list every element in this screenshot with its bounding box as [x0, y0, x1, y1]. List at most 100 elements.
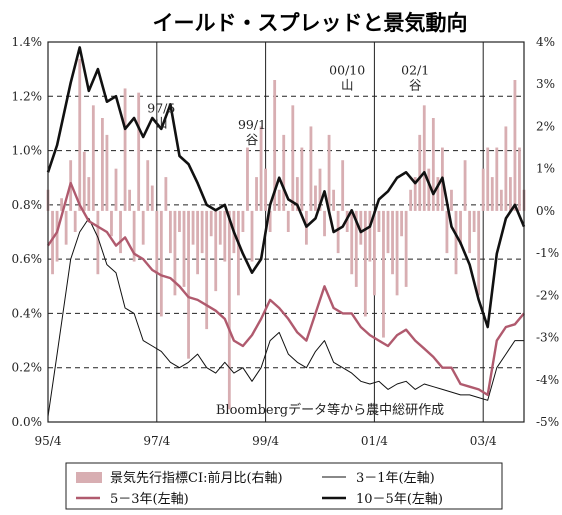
spread-lines [46, 46, 526, 417]
ci-bar [332, 189, 336, 211]
ci-bar [51, 210, 54, 275]
ci-bar [187, 210, 190, 359]
chart-title: イールド・スプレッドと景気動向 [153, 11, 468, 35]
ci-bar [168, 210, 172, 254]
ci-bar [87, 177, 91, 211]
annotation-phase: 谷 [246, 132, 259, 147]
y-right-tick-label: -3% [536, 331, 559, 345]
ci-bar [286, 210, 290, 232]
ci-bar [259, 126, 263, 211]
ci-bar [159, 210, 163, 317]
y-left-tick-label: 1.2% [12, 89, 43, 103]
ci-bar [146, 160, 150, 211]
legend-label: 景気先行指標CI:前月比(右軸) [110, 470, 283, 486]
ci-bar [227, 210, 231, 410]
ci-bar [114, 168, 118, 211]
y-right-tick-label: 2% [536, 119, 555, 133]
ci-bar [218, 210, 222, 245]
legend-label: 3－1年(左軸) [356, 471, 435, 486]
ci-bar [354, 210, 358, 287]
ci-bar [499, 189, 503, 211]
legend-swatch-bar [76, 472, 102, 483]
axes: 95/4 97/4 99/4 01/4 03/4 0.0% 0.2% 0.4% 0.6% 0.8%… [12, 35, 560, 448]
ci-bar [264, 168, 268, 211]
ci-bar [459, 210, 462, 245]
ci-bar [273, 80, 277, 211]
ci-bar [372, 210, 376, 296]
y-right-tick-label: -5% [536, 415, 559, 429]
ci-bar [164, 177, 168, 211]
ci-bar [345, 210, 349, 232]
ci-bar [178, 210, 181, 232]
ci-bar [382, 210, 385, 338]
annotation-phase: 谷 [409, 78, 422, 93]
ci-bar [105, 134, 109, 211]
ci-bar [377, 210, 381, 232]
legend-label: 5－3年(左軸) [110, 492, 189, 507]
ci-bar [463, 160, 467, 211]
ci-bars [46, 58, 526, 410]
ci-bar [318, 168, 322, 211]
ci-bar [123, 88, 127, 211]
ci-bar [513, 80, 517, 211]
ci-bar [200, 210, 204, 254]
annotation-date: 00/10 [329, 63, 365, 78]
ci-bar [132, 210, 136, 262]
y-right-tick-label: 0% [536, 204, 555, 218]
ci-bar [191, 210, 195, 245]
plot-frame [47, 41, 525, 423]
y-left-tick-label: 0.8% [12, 198, 43, 212]
y-left-tick-label: 0.2% [12, 361, 43, 375]
ci-bar [268, 210, 272, 232]
ci-bar [55, 210, 59, 262]
ci-bar [495, 147, 499, 211]
ci-bar [64, 210, 68, 245]
annotation-date: 02/1 [401, 63, 429, 78]
series-line [47, 217, 524, 417]
ci-bar [150, 185, 154, 211]
y-right-tick-label: -1% [536, 246, 559, 260]
ci-bar [78, 58, 82, 211]
x-tick-label: 97/4 [143, 434, 170, 448]
legend-label: 10－5年(左軸) [356, 492, 443, 507]
ci-bar [431, 118, 435, 211]
ci-bar [295, 177, 299, 211]
y-right-tick-label: 1% [536, 162, 555, 176]
ci-bar [119, 210, 122, 254]
ci-bar [282, 134, 286, 211]
ci-bar [386, 210, 390, 254]
ci-bar [128, 189, 132, 211]
ci-bar [241, 210, 245, 232]
ci-bar [236, 210, 240, 296]
series-line [46, 46, 526, 329]
ci-bar [255, 177, 258, 211]
ci-bar [504, 126, 508, 211]
ci-bar [327, 134, 331, 211]
ci-bar [518, 147, 521, 211]
ci-bar [250, 210, 254, 262]
y-right-tick-label: -2% [536, 288, 559, 302]
legend: 景気先行指標CI:前月比(右軸) 3－1年(左軸) 5－3年(左軸) 10－5年(左軸… [65, 462, 503, 510]
ci-bar [395, 210, 399, 296]
ci-bar [481, 168, 485, 211]
ci-bar [91, 105, 95, 211]
ci-bar [404, 210, 408, 287]
y-left-tick-label: 0.0% [12, 415, 43, 429]
ci-bar [336, 210, 340, 254]
ci-bar [363, 210, 367, 317]
ci-bar [445, 210, 449, 254]
x-tick-label: 03/4 [470, 434, 497, 448]
ci-bar [486, 147, 490, 211]
ci-bar [60, 198, 64, 211]
ci-bar [96, 210, 100, 275]
ci-bar [427, 168, 431, 211]
ci-bar [182, 210, 186, 287]
ci-bar [454, 210, 458, 275]
ci-bar [196, 210, 200, 275]
ci-bar [205, 210, 209, 330]
ci-bar [391, 210, 394, 275]
ci-bar [413, 177, 417, 211]
ci-bar [468, 210, 472, 254]
